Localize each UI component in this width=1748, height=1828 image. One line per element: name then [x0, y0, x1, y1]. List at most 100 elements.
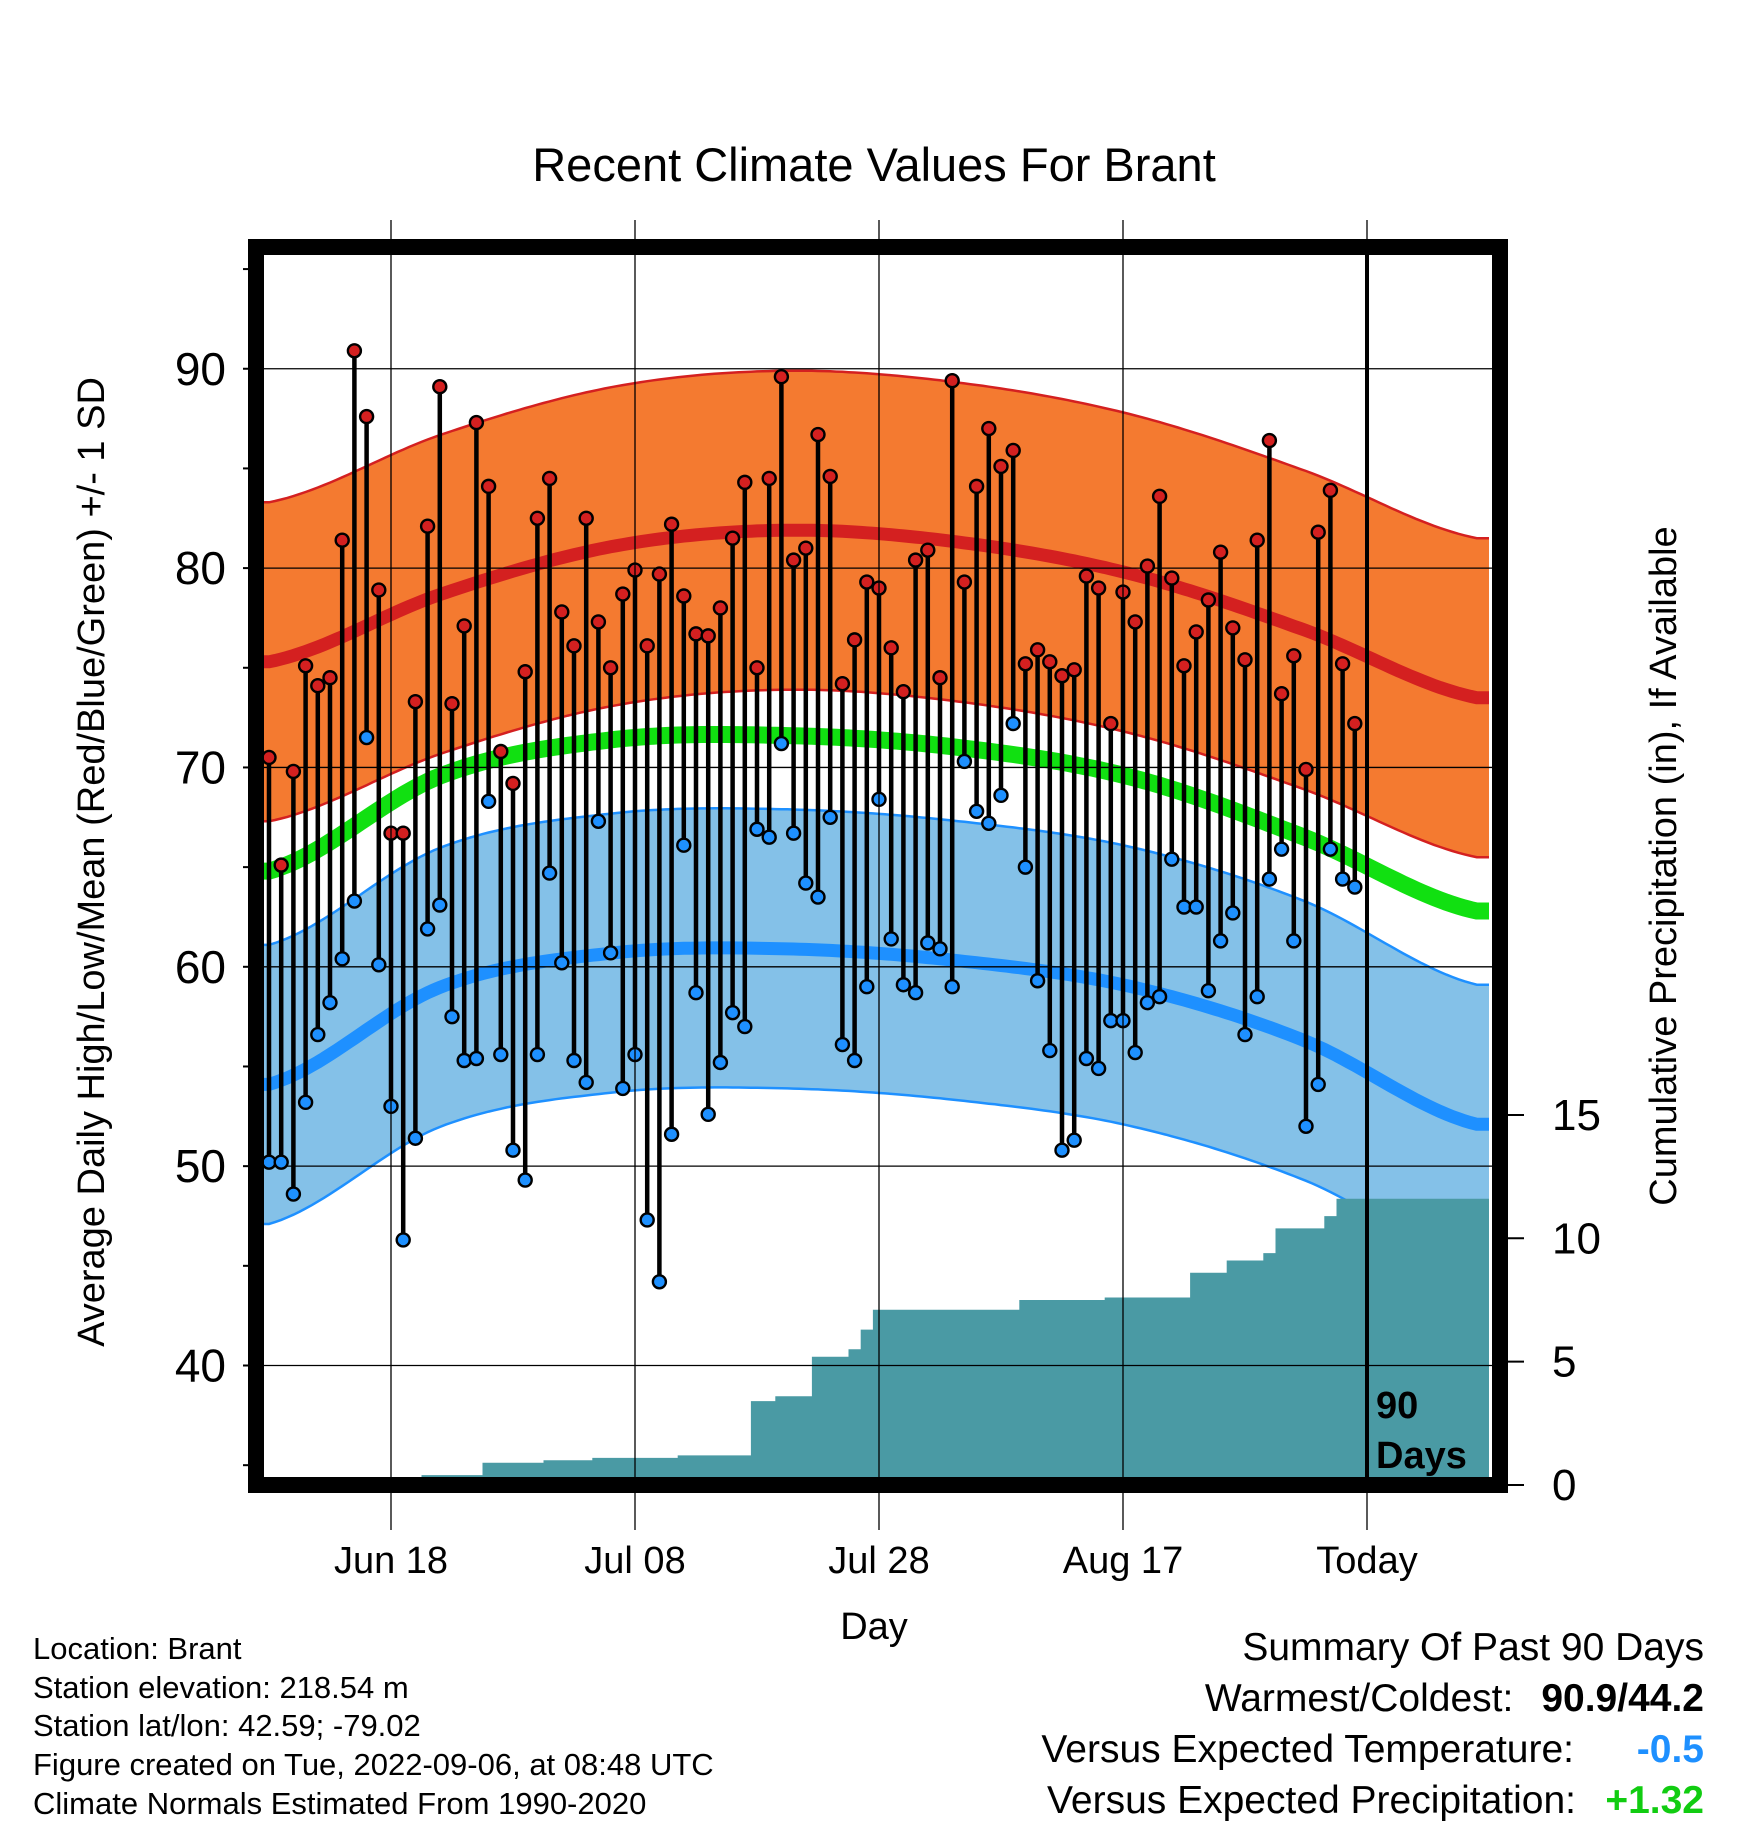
obs-low-point [395, 1232, 411, 1248]
obs-low-point [676, 837, 692, 853]
obs-high-point [1042, 654, 1058, 670]
obs-high-point [1029, 642, 1046, 658]
obs-high-point [371, 582, 387, 598]
y-right-tick-label: 5 [1552, 1338, 1576, 1387]
obs-low-point [956, 753, 973, 770]
obs-low-point [651, 1274, 668, 1290]
obs-low-point [554, 955, 570, 971]
obs-high-point [285, 763, 302, 780]
obs-low-point [1286, 933, 1302, 949]
obs-high-point [261, 749, 277, 766]
obs-low-point [1017, 859, 1034, 875]
precip-anomaly-row: Versus Expected Precipitation: +1.32 [1041, 1775, 1704, 1826]
obs-high-point [676, 588, 692, 604]
obs-high-point [590, 614, 607, 630]
obs-low-point [1249, 989, 1265, 1005]
high-sd-band-upper-edge [256, 369, 1489, 540]
obs-high-point [1249, 532, 1265, 548]
obs-low-point [615, 1080, 631, 1097]
obs-low-point [1310, 1076, 1326, 1093]
obs-low-point [541, 865, 558, 881]
obs-high-point [724, 530, 741, 546]
obs-low-point [749, 821, 765, 837]
obs-high-point [1151, 488, 1168, 505]
obs-low-point [505, 1142, 521, 1158]
obs-low-point [785, 825, 802, 841]
warmest-coldest-label: Warmest/Coldest: [1204, 1677, 1514, 1720]
temp-anomaly-label: Versus Expected Temperature: [1041, 1728, 1574, 1771]
obs-low-point [1347, 879, 1363, 895]
obs-high-point [1322, 482, 1339, 499]
obs-high-point [1078, 568, 1095, 584]
obs-high-point [859, 574, 875, 590]
obs-low-point [444, 1008, 460, 1025]
obs-low-point [761, 829, 777, 845]
obs-low-point [859, 979, 875, 995]
x-axis-label: Day [840, 1606, 908, 1648]
obs-high-point [480, 478, 497, 495]
obs-low-point [810, 889, 826, 905]
y-right-tick-label: 10 [1552, 1214, 1601, 1263]
y-left-tick-label: 80 [175, 542, 226, 594]
obs-low-point [371, 957, 387, 973]
obs-low-point [310, 1026, 326, 1043]
obs-high-point [749, 660, 765, 676]
obs-high-point [273, 857, 289, 873]
obs-low-point [981, 815, 997, 831]
created-text: Figure created on Tue, 2022-09-06, at 08… [33, 1747, 714, 1783]
obs-low-point [737, 1018, 753, 1035]
obs-low-point [1042, 1042, 1058, 1059]
obs-low-point [346, 893, 363, 909]
obs-low-point [712, 1054, 729, 1071]
obs-high-point [932, 670, 948, 686]
obs-high-point [407, 693, 424, 710]
obs-high-point [907, 552, 924, 568]
plot-frame [248, 239, 1508, 1493]
obs-high-point [834, 676, 851, 692]
obs-high-point [1188, 624, 1204, 640]
obs-low-point [529, 1046, 546, 1063]
obs-low-point [993, 787, 1009, 804]
obs-low-point [480, 793, 497, 810]
obs-high-point [554, 604, 570, 620]
obs-low-point [1164, 851, 1180, 867]
obs-low-point [1212, 933, 1229, 949]
obs-low-point [1273, 841, 1290, 857]
precip-anomaly-value: +1.32 [1605, 1779, 1704, 1822]
obs-low-point [1078, 1050, 1095, 1067]
obs-high-point [663, 516, 680, 532]
obs-low-point [846, 1052, 863, 1069]
obs-high-point [1334, 656, 1351, 672]
obs-high-point [395, 825, 411, 841]
elevation-text: Station elevation: 218.54 m [33, 1669, 409, 1705]
obs-high-point [456, 618, 472, 634]
y-left-tick-label: 60 [175, 941, 226, 993]
normals-text: Climate Normals Estimated From 1990-2020 [33, 1785, 647, 1821]
x-tick-label: Today [1316, 1540, 1417, 1582]
obs-low-point [297, 1094, 314, 1111]
obs-low-point [432, 897, 448, 913]
y-right-tick-label: 15 [1552, 1091, 1601, 1140]
obs-high-point [700, 628, 716, 644]
obs-low-point [1151, 989, 1168, 1005]
temp-anomaly-value: -0.5 [1636, 1728, 1704, 1771]
obs-high-point [773, 369, 790, 385]
obs-high-point [944, 373, 960, 389]
obs-low-point [1139, 994, 1156, 1011]
obs-low-point [920, 935, 936, 951]
obs-high-point [517, 664, 533, 680]
today-annotation-text: Days [1376, 1435, 1467, 1477]
obs-low-point [493, 1046, 509, 1063]
plot-content: 90 Days [256, 247, 1500, 1485]
obs-low-point [1261, 871, 1278, 887]
obs-low-point [1200, 983, 1217, 999]
obs-high-point [432, 378, 448, 395]
obs-high-point [1090, 580, 1107, 596]
obs-low-point [1127, 1044, 1143, 1061]
y-axis-right-label: Cumulative Precipitation (in), If Availa… [1643, 526, 1685, 1205]
warmest-coldest-value: 90.9/44.2 [1541, 1677, 1704, 1720]
obs-high-point [1237, 652, 1253, 668]
obs-high-point [1286, 648, 1302, 664]
obs-low-point [1090, 1060, 1107, 1077]
